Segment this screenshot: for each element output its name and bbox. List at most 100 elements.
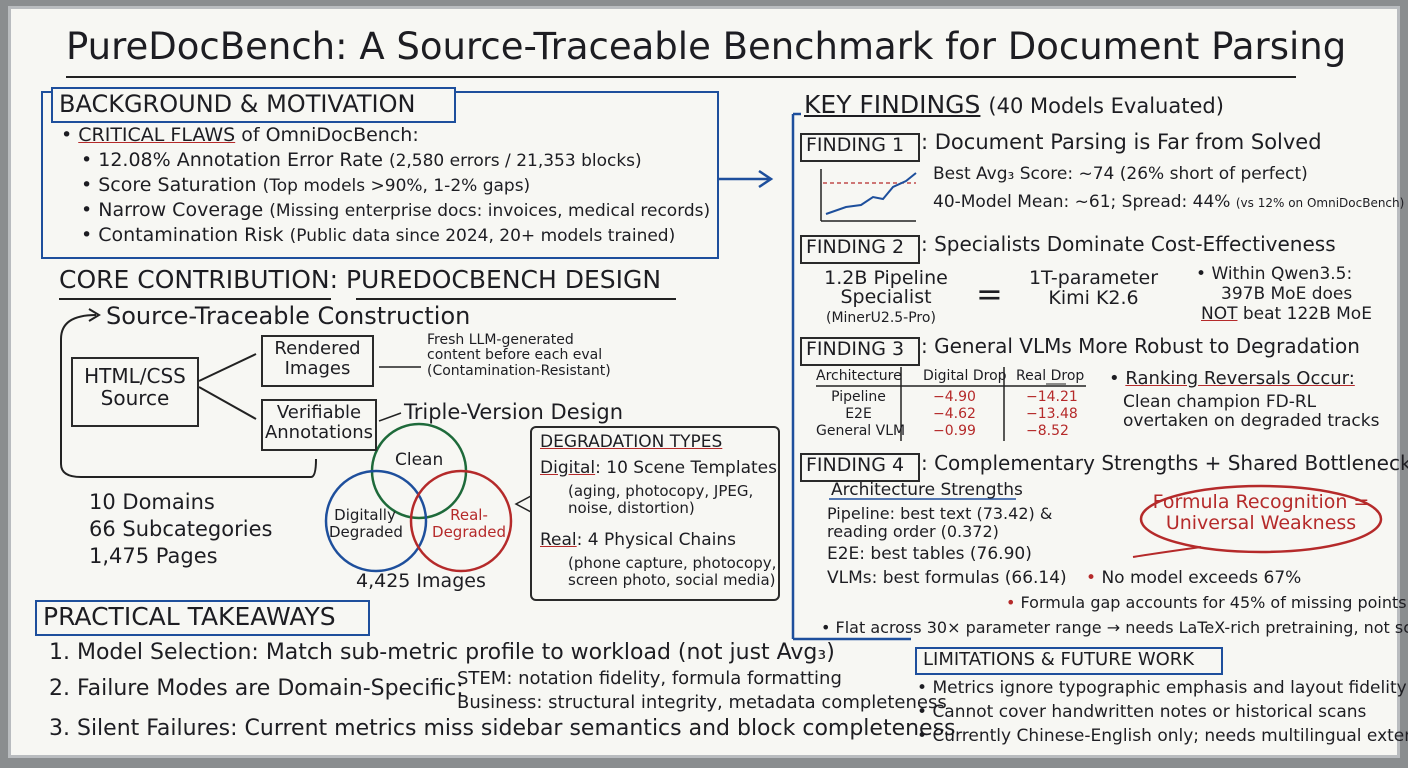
limitation: Metrics ignore typographic emphasis and …: [917, 679, 1406, 698]
strength: VLMs: best formulas (66.14): [827, 568, 1067, 588]
emphasis: Ranking Reversals Occur:: [1125, 368, 1355, 389]
bullet-item: Score Saturation (Top models >90%, 1-2% …: [81, 175, 530, 196]
detail: (aging, photocopy, JPEG, noise, distorti…: [568, 482, 754, 517]
heading-part: CORE CONTRIBUTION: [59, 265, 330, 294]
text: beat 122B MoE: [1242, 304, 1372, 324]
lead: CRITICAL FLAWS of OmniDocBench:: [61, 124, 419, 146]
finding-label: FINDING 3: [806, 338, 905, 360]
label: Digital: [540, 458, 596, 478]
lead-text: of OmniDocBench:: [241, 124, 419, 146]
text: : 4 Physical Chains: [576, 530, 736, 550]
callout: [514, 494, 532, 514]
label: Real: [540, 530, 577, 550]
drawings: [59, 76, 1383, 641]
arrow: [198, 353, 257, 382]
arrow: [378, 412, 402, 422]
takeaway: 2. Failure Modes are Domain-Specific:: [49, 676, 464, 701]
text: 40-Model Mean: ~61; Spread: 44%: [933, 192, 1231, 212]
comparison-right: 1T-parameter Kimi K2.6: [1028, 267, 1159, 309]
detail: (2,580 errors / 21,353 blocks): [388, 151, 642, 171]
detail: (Public data since 2024, 20+ models trai…: [289, 226, 676, 246]
whiteboard: PureDocBench: A Source-Traceable Benchma…: [8, 6, 1408, 758]
label: 12.08% Annotation Error Rate: [98, 149, 383, 171]
heading: DEGRADATION TYPES: [540, 432, 723, 452]
comparison-note: (MinerU2.5-Pro): [826, 310, 936, 326]
venn-label: Clean: [395, 450, 444, 470]
takeaway-detail: Business: structural integrity, metadata…: [457, 692, 947, 713]
finding-title: : Document Parsing is Far from Solved: [921, 130, 1322, 154]
takeaway: 1. Model Selection: Match sub-metric pro…: [49, 640, 835, 665]
heading-part: (40 Models Evaluated): [988, 94, 1224, 118]
finding-label: FINDING 1: [806, 134, 905, 156]
bullet: No model exceeds 67%: [1086, 569, 1301, 588]
bullet-item: Narrow Coverage (Missing enterprise docs…: [81, 200, 710, 221]
finding-box: [800, 337, 920, 366]
note: (vs 12% on OmniDocBench): [1235, 196, 1405, 210]
weakness-ellipse: [1139, 484, 1383, 554]
detail: (phone capture, photocopy, screen photo,…: [568, 554, 777, 589]
subheading: Source-Traceable Construction: [106, 302, 471, 330]
node: [261, 335, 374, 387]
stat: 66 Subcategories: [89, 517, 273, 541]
table-cell: E2E: [845, 406, 872, 422]
title: PureDocBench: A Source-Traceable Benchma…: [66, 25, 1347, 68]
bullet: Formula gap accounts for 45% of missing …: [1006, 594, 1407, 612]
finding-box: [800, 133, 920, 162]
note: NOT beat 122B MoE: [1201, 305, 1372, 324]
mini-trend: [825, 172, 917, 215]
line: Digital: 10 Scene Templates: [540, 459, 777, 478]
venn-real: [409, 469, 513, 573]
note: Ranking Reversals Occur:: [1109, 368, 1355, 389]
note: Clean champion FD-RL overtaken on degrad…: [1123, 392, 1380, 431]
venn-label: Real-Degraded: [432, 506, 506, 541]
table-cell: −13.48: [1026, 406, 1078, 422]
note: 397B MoE does: [1221, 284, 1353, 304]
stat: 4,425 Images: [356, 570, 486, 592]
table-cell: Pipeline: [831, 389, 886, 405]
finding-title: : General VLMs More Robust to Degradatio…: [921, 334, 1360, 358]
node: [261, 399, 377, 451]
table-header: Architecture: [816, 368, 902, 384]
table-cell: General VLM: [816, 423, 906, 439]
finding-box: [800, 235, 920, 264]
limitation: Cannot cover handwritten notes or histor…: [917, 703, 1366, 722]
heading-part: KEY FINDINGS: [804, 90, 981, 119]
heading-box: [915, 647, 1223, 675]
table-cell: −0.99: [933, 423, 976, 439]
lead-label: CRITICAL FLAWS: [78, 124, 236, 146]
heading-box: [35, 600, 370, 636]
finding-box: [800, 453, 920, 482]
bullet-item: Contamination Risk (Public data since 20…: [81, 225, 675, 246]
text: : 10 Scene Templates: [595, 458, 777, 478]
equals: =: [976, 275, 1003, 313]
emphasis: NOT: [1201, 304, 1238, 324]
finding-label: FINDING 2: [806, 236, 905, 258]
detail: (Missing enterprise docs: invoices, medi…: [269, 201, 711, 221]
arrow: [198, 386, 257, 420]
table-header: Digital Drop: [923, 368, 1007, 384]
bullet-item: 12.08% Annotation Error Rate (2,580 erro…: [81, 149, 642, 171]
weakness: Formula Recognition = Universal Weakness: [1152, 491, 1370, 534]
subheading: Architecture Strengths: [831, 480, 1023, 500]
arrowhead: [88, 308, 101, 322]
finding-title: : Specialists Dominate Cost-Effectivenes…: [921, 232, 1336, 256]
heading: BACKGROUND & MOTIVATION: [59, 90, 416, 118]
takeaway-detail: STEM: notation fidelity, formula formatt…: [457, 668, 842, 689]
line: Real: 4 Physical Chains: [540, 531, 736, 550]
table-header: Real Drop: [1016, 368, 1085, 384]
strength: Pipeline: best text (73.42) & reading or…: [827, 504, 1053, 541]
note: Within Qwen3.5:: [1196, 265, 1352, 284]
degradation-panel: [530, 426, 780, 601]
node-label: Verifiable Annotations: [264, 402, 374, 443]
finding-label: FINDING 4: [806, 454, 905, 476]
node-label: Rendered Images: [274, 338, 361, 379]
heading-box: [51, 87, 456, 123]
heading-part: : PUREDOCBENCH DESIGN: [329, 265, 662, 294]
table-cell: −4.62: [933, 406, 976, 422]
stat: 10 Domains: [89, 490, 215, 514]
heading: LIMITATIONS & FUTURE WORK: [923, 649, 1195, 670]
finding-line: 40-Model Mean: ~61; Spread: 44% (vs 12% …: [933, 193, 1404, 212]
heading: KEY FINDINGS (40 Models Evaluated): [804, 91, 1224, 119]
note: Fresh LLM-generated content before each …: [427, 332, 611, 379]
